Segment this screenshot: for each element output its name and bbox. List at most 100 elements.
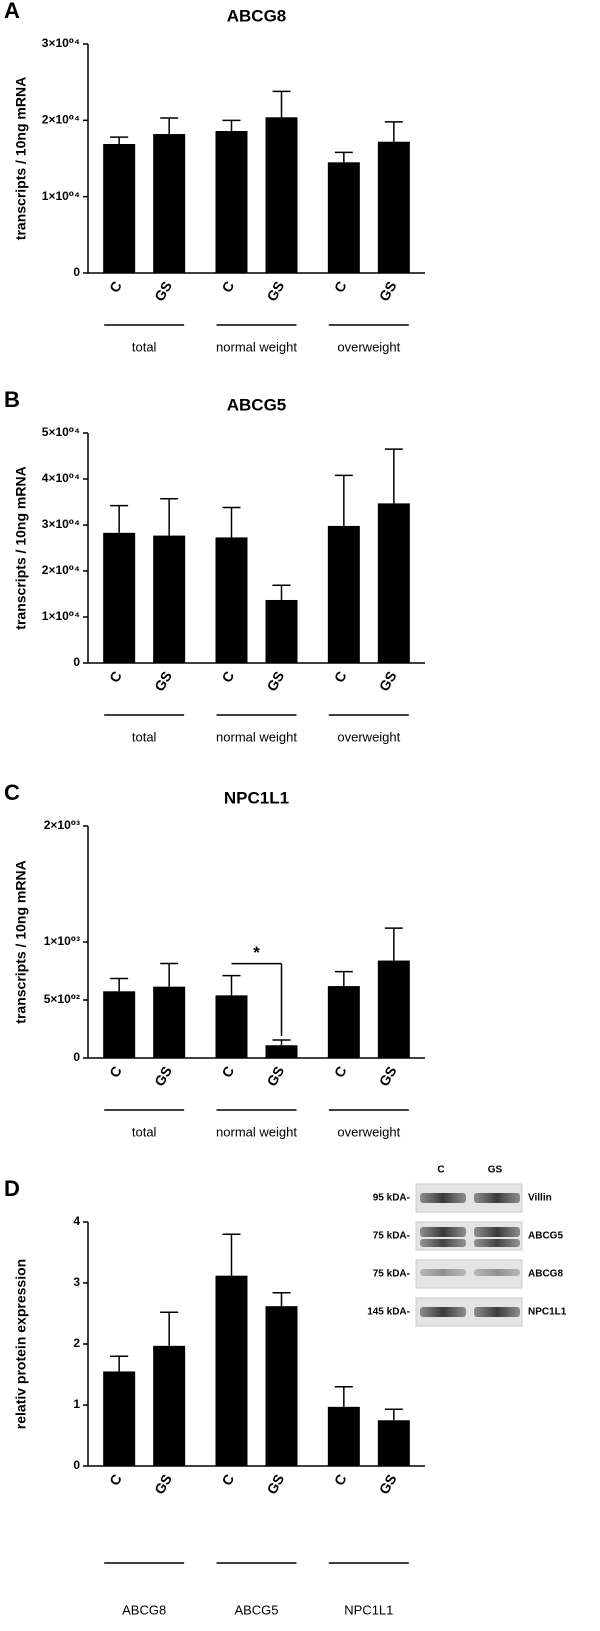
blot-band bbox=[474, 1269, 520, 1276]
blot-protein: Villin bbox=[528, 1193, 552, 1204]
y-axis-label: transcripts / 10ng mRNA bbox=[13, 860, 29, 1023]
blot-protein: NPC1L1 bbox=[528, 1307, 567, 1318]
error-bar bbox=[272, 584, 291, 600]
lane-label: GS bbox=[488, 1165, 503, 1176]
blot-size: 75 kDA- bbox=[373, 1269, 410, 1280]
chart-title: ABCG8 bbox=[227, 6, 287, 25]
x-tick-label: GS bbox=[263, 278, 287, 304]
blot-band bbox=[474, 1307, 520, 1317]
panel-letter: B bbox=[4, 387, 20, 412]
x-tick-label: GS bbox=[263, 668, 287, 694]
error-bar bbox=[160, 1311, 179, 1346]
blot-size: 95 kDA- bbox=[373, 1193, 410, 1204]
error-bar bbox=[110, 977, 129, 992]
bar bbox=[215, 537, 248, 663]
group-label: overweight bbox=[337, 729, 400, 744]
bar bbox=[265, 1045, 298, 1058]
group-label: total bbox=[132, 729, 157, 744]
y-tick-label: 0 bbox=[73, 655, 80, 669]
x-tick-label: C bbox=[218, 1471, 237, 1488]
error-bar bbox=[384, 927, 403, 961]
group-label: total bbox=[132, 1124, 157, 1139]
error-bar bbox=[222, 1233, 241, 1276]
bar bbox=[103, 532, 136, 663]
bar bbox=[377, 960, 410, 1058]
error-bar bbox=[222, 506, 241, 538]
y-tick-label: 0 bbox=[73, 1458, 80, 1472]
bar bbox=[215, 131, 248, 273]
y-axis-label: transcripts / 10ng mRNA bbox=[13, 77, 29, 240]
x-tick-label: C bbox=[331, 1063, 350, 1080]
bar bbox=[377, 503, 410, 663]
bar bbox=[153, 986, 186, 1058]
blot-band bbox=[420, 1307, 466, 1317]
y-tick-label: 4×10⁰⁴ bbox=[42, 471, 80, 485]
bar bbox=[265, 117, 298, 273]
blot-band bbox=[474, 1239, 520, 1247]
y-tick-label: 3×10⁰⁴ bbox=[42, 36, 80, 50]
bar bbox=[153, 1345, 186, 1466]
x-tick-label: GS bbox=[151, 1471, 175, 1497]
error-bar bbox=[384, 121, 403, 142]
group-label: total bbox=[132, 339, 157, 354]
blot-band bbox=[420, 1239, 466, 1247]
y-tick-label: 2 bbox=[73, 1336, 80, 1350]
x-tick-label: C bbox=[106, 1471, 125, 1488]
y-tick-label: 2×10⁰³ bbox=[44, 818, 80, 832]
x-tick-label: GS bbox=[151, 1063, 175, 1089]
error-bar bbox=[272, 1292, 291, 1307]
bar bbox=[265, 1306, 298, 1466]
y-tick-label: 5×10⁰² bbox=[44, 992, 80, 1006]
group-label: overweight bbox=[337, 339, 400, 354]
group-label: overweight bbox=[337, 1124, 400, 1139]
group-label: normal weight bbox=[216, 1124, 297, 1139]
error-bar bbox=[272, 90, 291, 118]
bar bbox=[103, 1371, 136, 1466]
x-tick-label: C bbox=[218, 278, 237, 295]
x-tick-label: C bbox=[106, 278, 125, 295]
error-bar bbox=[384, 448, 403, 504]
bar bbox=[103, 991, 136, 1058]
chart-title: ABCG5 bbox=[227, 395, 287, 414]
bar bbox=[327, 525, 360, 663]
y-tick-label: 5×10⁰⁴ bbox=[42, 425, 80, 439]
y-tick-label: 1×10⁰³ bbox=[44, 934, 80, 948]
bar bbox=[265, 599, 298, 663]
x-tick-label: GS bbox=[376, 1471, 400, 1497]
lane-label: C bbox=[437, 1165, 444, 1176]
significance-label: * bbox=[253, 943, 260, 962]
error-bar bbox=[160, 962, 179, 987]
x-tick-label: GS bbox=[263, 1471, 287, 1497]
bar bbox=[327, 1406, 360, 1466]
error-bar bbox=[384, 1408, 403, 1421]
bar bbox=[327, 162, 360, 273]
blot-band bbox=[474, 1193, 520, 1203]
bar bbox=[377, 1420, 410, 1466]
blot-band bbox=[420, 1227, 466, 1237]
panel-letter: C bbox=[4, 780, 20, 805]
group-label: normal weight bbox=[216, 729, 297, 744]
blot-protein: ABCG8 bbox=[528, 1269, 563, 1280]
x-tick-label: GS bbox=[151, 278, 175, 304]
blot-band bbox=[420, 1193, 466, 1203]
x-tick-label: GS bbox=[151, 668, 175, 694]
panel-letter: A bbox=[4, 0, 20, 23]
y-tick-label: 0 bbox=[73, 1050, 80, 1064]
y-tick-label: 1×10⁰⁴ bbox=[42, 189, 80, 203]
y-axis-label: relativ protein expression bbox=[13, 1259, 29, 1429]
error-bar bbox=[334, 151, 353, 163]
y-tick-label: 2×10⁰⁴ bbox=[42, 563, 80, 577]
error-bar bbox=[110, 1355, 129, 1372]
error-bar bbox=[222, 119, 241, 132]
error-bar bbox=[334, 1385, 353, 1407]
error-bar bbox=[222, 974, 241, 996]
error-bar bbox=[334, 970, 353, 987]
x-tick-label: GS bbox=[376, 1063, 400, 1089]
bar bbox=[377, 141, 410, 273]
x-tick-label: GS bbox=[376, 668, 400, 694]
group-label: NPC1L1 bbox=[344, 1602, 393, 1617]
blot-size: 145 kDA- bbox=[367, 1307, 410, 1318]
y-tick-label: 0 bbox=[73, 265, 80, 279]
x-tick-label: GS bbox=[263, 1063, 287, 1089]
